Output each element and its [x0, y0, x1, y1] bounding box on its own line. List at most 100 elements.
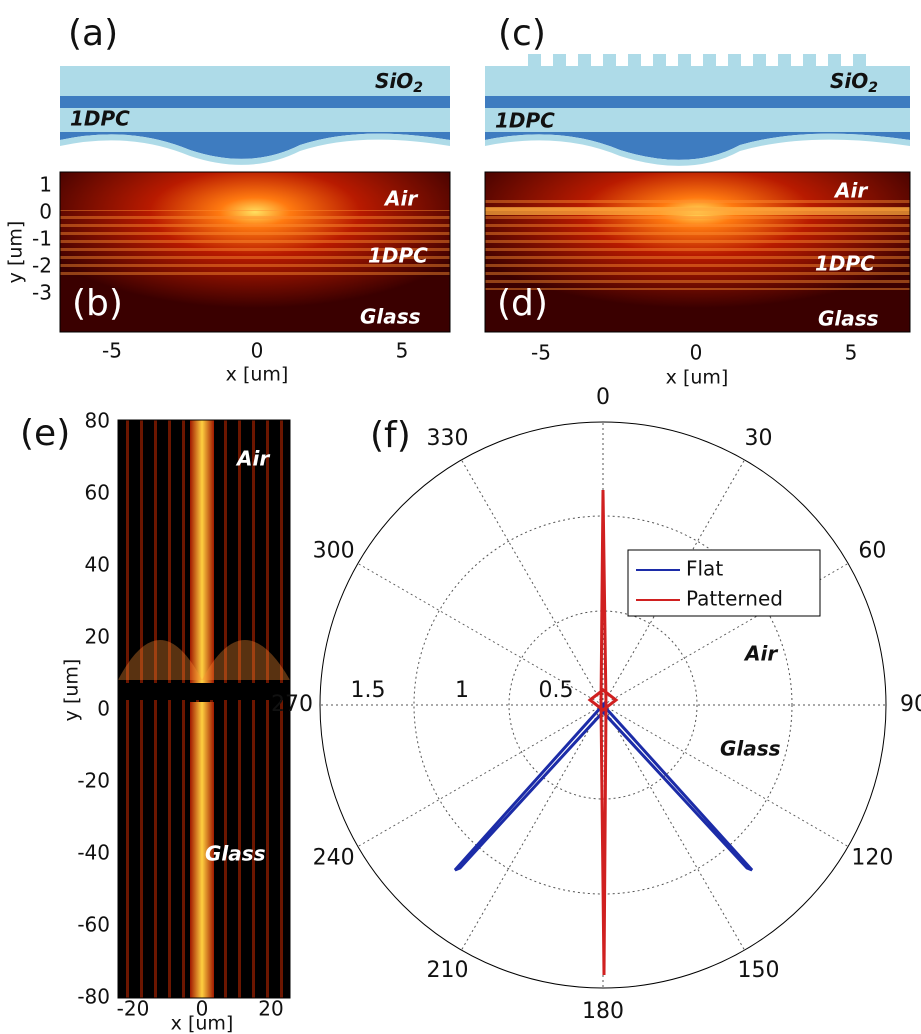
tooth [803, 54, 816, 67]
region-label: Glass [360, 305, 421, 329]
angle-label: 60 [858, 539, 886, 564]
grating [528, 54, 866, 67]
region-label: Glass [720, 737, 781, 761]
patterned-lobe [587, 489, 619, 976]
tooth [778, 54, 791, 67]
region-label: Glass [205, 842, 266, 866]
angle-label: 300 [313, 539, 355, 564]
axis-label: y [um] [5, 221, 27, 284]
y-tick-label: -40 [77, 841, 110, 865]
tooth [703, 54, 716, 67]
axis-label: x [um] [171, 1013, 234, 1034]
angle-label: 210 [427, 958, 469, 983]
x-tick-label: 5 [396, 339, 409, 363]
x-tick-label: 20 [258, 997, 283, 1021]
layer [485, 66, 910, 96]
panel-label: (f) [370, 415, 411, 456]
layer [60, 96, 450, 108]
region-label: 1DPC [815, 252, 875, 276]
y-tick-label: -1 [32, 227, 52, 251]
y-tick-label: 0 [97, 697, 110, 721]
panel-c: (c) SiO2 1DPC [485, 13, 910, 166]
spoke [357, 563, 604, 706]
spoke [461, 704, 604, 951]
field-map [485, 207, 910, 215]
y-tick-label: 1 [39, 173, 52, 197]
y-tick-label: -20 [77, 769, 110, 793]
angle-label: 180 [582, 999, 624, 1024]
x-tick-label: 5 [845, 341, 858, 365]
region-label: Glass [818, 307, 879, 331]
x-tick-label: 0 [251, 339, 264, 363]
material-label: SiO2 [375, 69, 423, 97]
tooth [728, 54, 741, 67]
layer [485, 108, 910, 132]
panel-label: (d) [497, 283, 548, 324]
axis-label: x [um] [666, 367, 729, 389]
layer [60, 66, 450, 96]
legend [627, 549, 821, 617]
region-label: Air [235, 447, 270, 471]
beam [190, 420, 214, 685]
radius-label: 1 [455, 678, 469, 703]
region-label: 1DPC [368, 244, 428, 268]
panel-label: (c) [498, 13, 546, 54]
frame [484, 171, 911, 333]
spoke [357, 704, 604, 847]
frame [59, 171, 451, 333]
frame [117, 419, 291, 999]
y-tick-label: -60 [77, 913, 110, 937]
radius-label: 1.5 [351, 678, 386, 703]
tooth [678, 54, 691, 67]
y-tick-label: -80 [77, 985, 110, 1009]
angle-label: 330 [427, 426, 469, 451]
layer [485, 132, 910, 160]
layer [485, 133, 910, 166]
crystal-label: 1DPC [70, 107, 130, 131]
panel-label: (e) [20, 413, 70, 454]
tooth [653, 54, 666, 67]
legend-label: Flat [686, 557, 723, 581]
panel-label: (a) [68, 13, 118, 54]
layer [485, 96, 910, 108]
tooth [603, 54, 616, 67]
region-label: Air [383, 187, 418, 211]
spoke [602, 704, 745, 951]
spoke [461, 459, 604, 706]
x-tick-label: -20 [117, 997, 150, 1021]
y-tick-label: -3 [32, 281, 52, 305]
beam [190, 702, 214, 998]
tooth [753, 54, 766, 67]
legend-label: Patterned [686, 587, 783, 611]
tooth [628, 54, 641, 67]
angle-label: 90 [900, 692, 921, 717]
panel-d: (d) Air 1DPC Glass x [um] [484, 171, 911, 389]
y-tick-label: 80 [85, 409, 110, 433]
panel-b: (b) Air 1DPC Glass y [um] x [um] [5, 171, 451, 386]
ring [508, 610, 698, 800]
panel-a: (a) SiO2 1DPC [60, 13, 450, 165]
region-label: Air [743, 642, 778, 666]
panel-e: (e) Air Glass y [um] x [um] [20, 413, 291, 1034]
angle-label: 270 [271, 692, 313, 717]
layer [60, 133, 450, 165]
y-tick-label: 40 [85, 553, 110, 577]
panel-f: (f) Flat Patterned Air Glass 0 330 300 270 2… [271, 385, 921, 1024]
axis-label: y [um] [61, 659, 83, 722]
angle-label: 0 [596, 385, 610, 410]
x-tick-label: 0 [690, 341, 703, 365]
x-tick-label: -5 [531, 341, 551, 365]
angle-label: 120 [851, 846, 893, 871]
angle-label: 150 [738, 958, 780, 983]
tooth [828, 54, 841, 67]
panel-label: (b) [72, 283, 123, 324]
spoke [602, 704, 849, 847]
x-tick-label: 0 [196, 997, 209, 1021]
field-map [118, 640, 290, 680]
field-map [60, 210, 450, 280]
radius-label: 0.5 [539, 678, 574, 703]
y-tick-label: 0 [39, 200, 52, 224]
tooth [853, 54, 866, 67]
layer [60, 132, 450, 159]
